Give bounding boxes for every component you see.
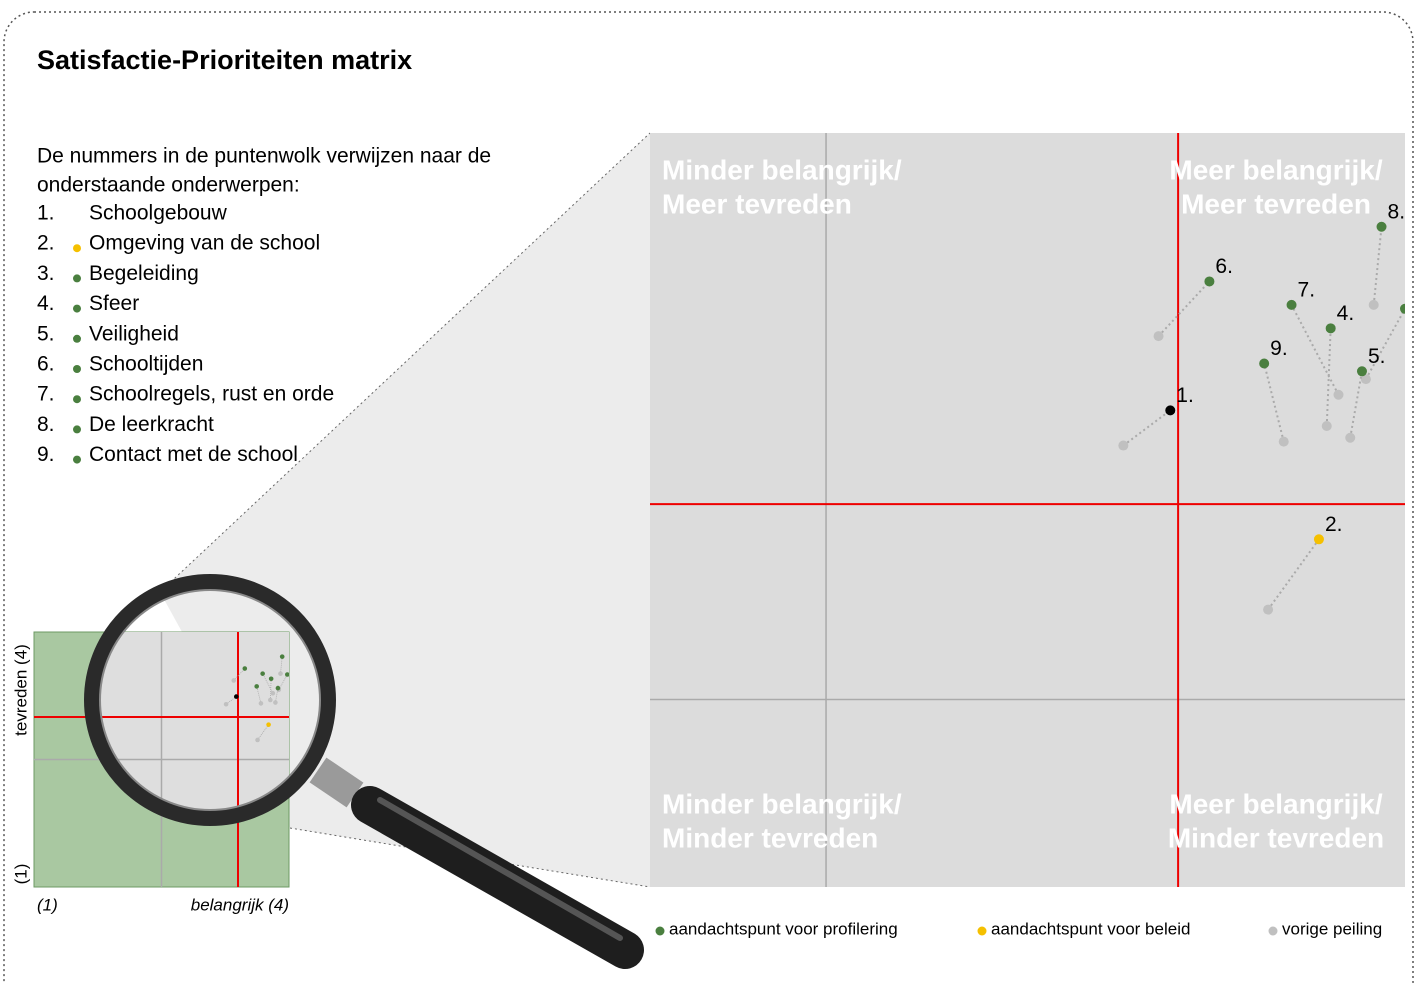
y-label: tevreden (4)	[11, 644, 30, 736]
quadrant-label: Minder tevreden	[662, 822, 878, 853]
topic-bullet	[73, 425, 81, 433]
current-point	[269, 676, 274, 681]
quadrant-label: Meer belangrijk/	[1169, 154, 1382, 185]
topic-name: Begeleiding	[89, 262, 199, 285]
previous-point	[1333, 390, 1343, 400]
previous-point	[224, 702, 229, 707]
x-label: belangrijk (4)	[191, 895, 289, 914]
current-point	[1287, 300, 1297, 310]
point-label: 4.	[1337, 302, 1355, 325]
point-label: 3.	[1411, 282, 1418, 305]
previous-point	[1369, 300, 1379, 310]
current-point	[266, 722, 271, 727]
previous-point	[1279, 437, 1289, 447]
topic-bullet	[73, 365, 81, 373]
topic-number: 7.	[37, 383, 55, 406]
point-label: 9.	[1270, 337, 1288, 360]
previous-point	[271, 691, 276, 696]
previous-point	[1263, 605, 1273, 615]
topic-name: Veiligheid	[89, 322, 179, 345]
previous-point	[268, 698, 273, 703]
previous-point	[259, 701, 264, 706]
topic-number: 4.	[37, 292, 55, 315]
topic-list: 1. Schoolgebouw 2. Omgeving van de school 3.…	[37, 202, 334, 467]
current-point	[285, 672, 290, 677]
topic-name: Schooltijden	[89, 353, 203, 376]
point-label: 1.	[1176, 384, 1194, 407]
topic-name: Schoolregels, rust en orde	[89, 383, 334, 406]
previous-point	[1118, 441, 1128, 451]
page: Satisfactie-Prioriteiten matrix De numme…	[0, 0, 1418, 983]
current-point	[243, 666, 248, 671]
point-label: 7.	[1298, 278, 1316, 301]
topic-name: Omgeving van de school	[89, 232, 320, 255]
quadrant-label: Meer tevreden	[1181, 188, 1371, 219]
topic-number: 2.	[37, 232, 55, 255]
current-point	[1259, 358, 1269, 368]
topic-number: 6.	[37, 353, 55, 376]
previous-point	[255, 738, 260, 743]
topic-bullet	[73, 274, 81, 282]
current-point	[1165, 405, 1175, 415]
topic-bullet	[73, 305, 81, 313]
current-point	[1377, 222, 1387, 232]
matrix-panel	[650, 133, 1405, 887]
current-point	[1357, 366, 1367, 376]
title: Satisfactie-Prioriteiten matrix	[37, 45, 412, 75]
previous-point	[1154, 331, 1164, 341]
legend-marker	[656, 927, 665, 936]
topic-name: Sfeer	[89, 292, 139, 315]
current-point	[276, 686, 281, 691]
previous-point	[1322, 421, 1332, 431]
topic-number: 9.	[37, 443, 55, 466]
topic-bullet	[73, 335, 81, 343]
quadrant-label: Minder tevreden	[1168, 822, 1384, 853]
current-point	[260, 671, 265, 676]
intro: De nummers in de puntenwolk verwijzen na…	[37, 145, 491, 168]
x-label: (1)	[37, 895, 58, 914]
topic-number: 5.	[37, 322, 55, 345]
current-point	[280, 654, 285, 659]
point-label: 6.	[1215, 255, 1233, 278]
current-point	[1204, 276, 1214, 286]
legend: aandachtspunt voor profilering aandachtsp…	[656, 919, 1383, 938]
topic-number: 8.	[37, 413, 55, 436]
point-label: 2.	[1325, 513, 1343, 536]
current-point	[234, 694, 239, 699]
previous-point	[278, 671, 283, 676]
quadrant-label: Meer belangrijk/	[1169, 788, 1382, 819]
topic-number: 1.	[37, 202, 55, 225]
current-point	[1314, 534, 1324, 544]
current-point	[1326, 323, 1336, 333]
topic-bullet	[73, 395, 81, 403]
current-point	[254, 684, 259, 689]
topic-name: Schoolgebouw	[89, 202, 228, 225]
topic-bullet	[73, 244, 81, 252]
quadrant-label: Meer tevreden	[662, 188, 852, 219]
topic-number: 3.	[37, 262, 55, 285]
topic-name: De leerkracht	[89, 413, 214, 436]
intro: onderstaande onderwerpen:	[37, 174, 300, 197]
legend-marker	[978, 927, 987, 936]
topic-name: Contact met de school	[89, 443, 298, 466]
current-point	[1400, 304, 1410, 314]
topic-bullet	[73, 456, 81, 464]
point-label: 5.	[1368, 345, 1386, 368]
legend-label: aandachtspunt voor profilering	[669, 919, 898, 938]
quadrant-label: Minder belangrijk/	[662, 788, 902, 819]
quadrant-label: Minder belangrijk/	[662, 154, 902, 185]
previous-point	[231, 678, 236, 683]
previous-point	[1345, 433, 1355, 443]
point-label: 8.	[1388, 200, 1406, 223]
previous-point	[273, 700, 278, 705]
legend-label: vorige peiling	[1282, 919, 1382, 938]
legend-marker	[1269, 927, 1278, 936]
y-label: (1)	[11, 864, 30, 885]
legend-label: aandachtspunt voor beleid	[991, 919, 1190, 938]
